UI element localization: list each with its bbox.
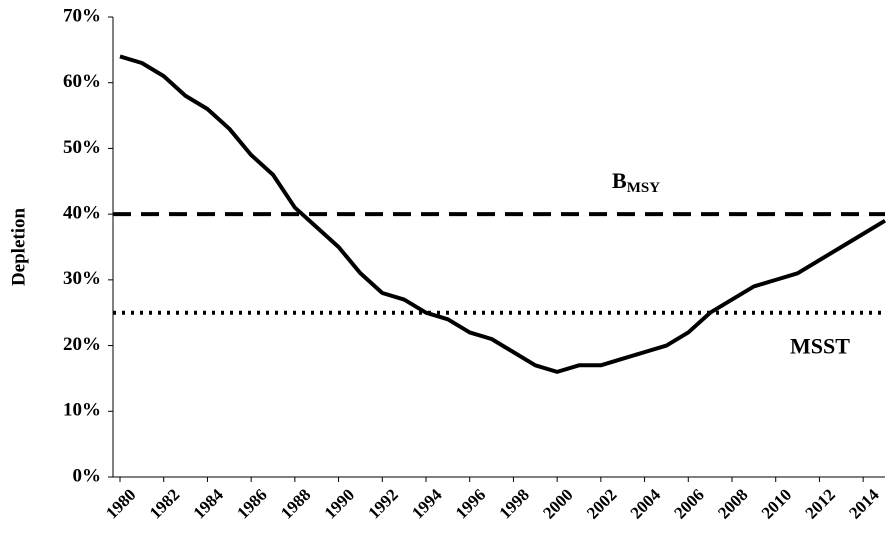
x-tick-label: 1984: [190, 485, 228, 523]
x-tick-label: 1990: [321, 485, 358, 522]
x-tick-label: 1998: [496, 485, 533, 522]
x-tick-label: 2002: [583, 485, 620, 522]
x-tick-label: 1988: [277, 485, 314, 522]
y-axis-label: Depletion: [8, 208, 29, 287]
data-line: [119, 54, 887, 374]
reference-label-main: B: [612, 168, 627, 193]
y-tick-label: 30%: [63, 268, 101, 289]
x-tick-label: 2000: [539, 485, 576, 522]
reference-label: MSST: [790, 334, 850, 359]
x-tick-label: 2012: [802, 485, 839, 522]
x-tick-label: 2006: [670, 485, 707, 522]
y-tick-label: 0%: [73, 465, 102, 486]
y-tick-label: 20%: [63, 334, 101, 355]
y-tick-label: 40%: [63, 203, 101, 224]
y-tick-label: 50%: [63, 137, 101, 158]
reference-label-main: MSST: [790, 334, 850, 359]
reference-label: BMSY: [612, 168, 660, 196]
x-tick-label: 1980: [102, 485, 139, 522]
y-tick-label: 70%: [63, 5, 101, 26]
x-tick-label: 1996: [452, 485, 489, 522]
x-tick-label: 2014: [845, 485, 883, 523]
x-tick-label: 1994: [408, 485, 446, 523]
x-tick-label: 1992: [364, 485, 401, 522]
x-tick-label: 2004: [627, 485, 665, 523]
y-tick-label: 10%: [63, 400, 101, 421]
reference-label-sub: MSY: [627, 181, 661, 197]
x-tick-label: 1986: [233, 485, 270, 522]
x-tick-label: 2010: [758, 485, 795, 522]
x-tick-label: 1982: [146, 485, 183, 522]
y-tick-label: 60%: [63, 71, 101, 92]
x-tick-label: 2008: [714, 485, 751, 522]
